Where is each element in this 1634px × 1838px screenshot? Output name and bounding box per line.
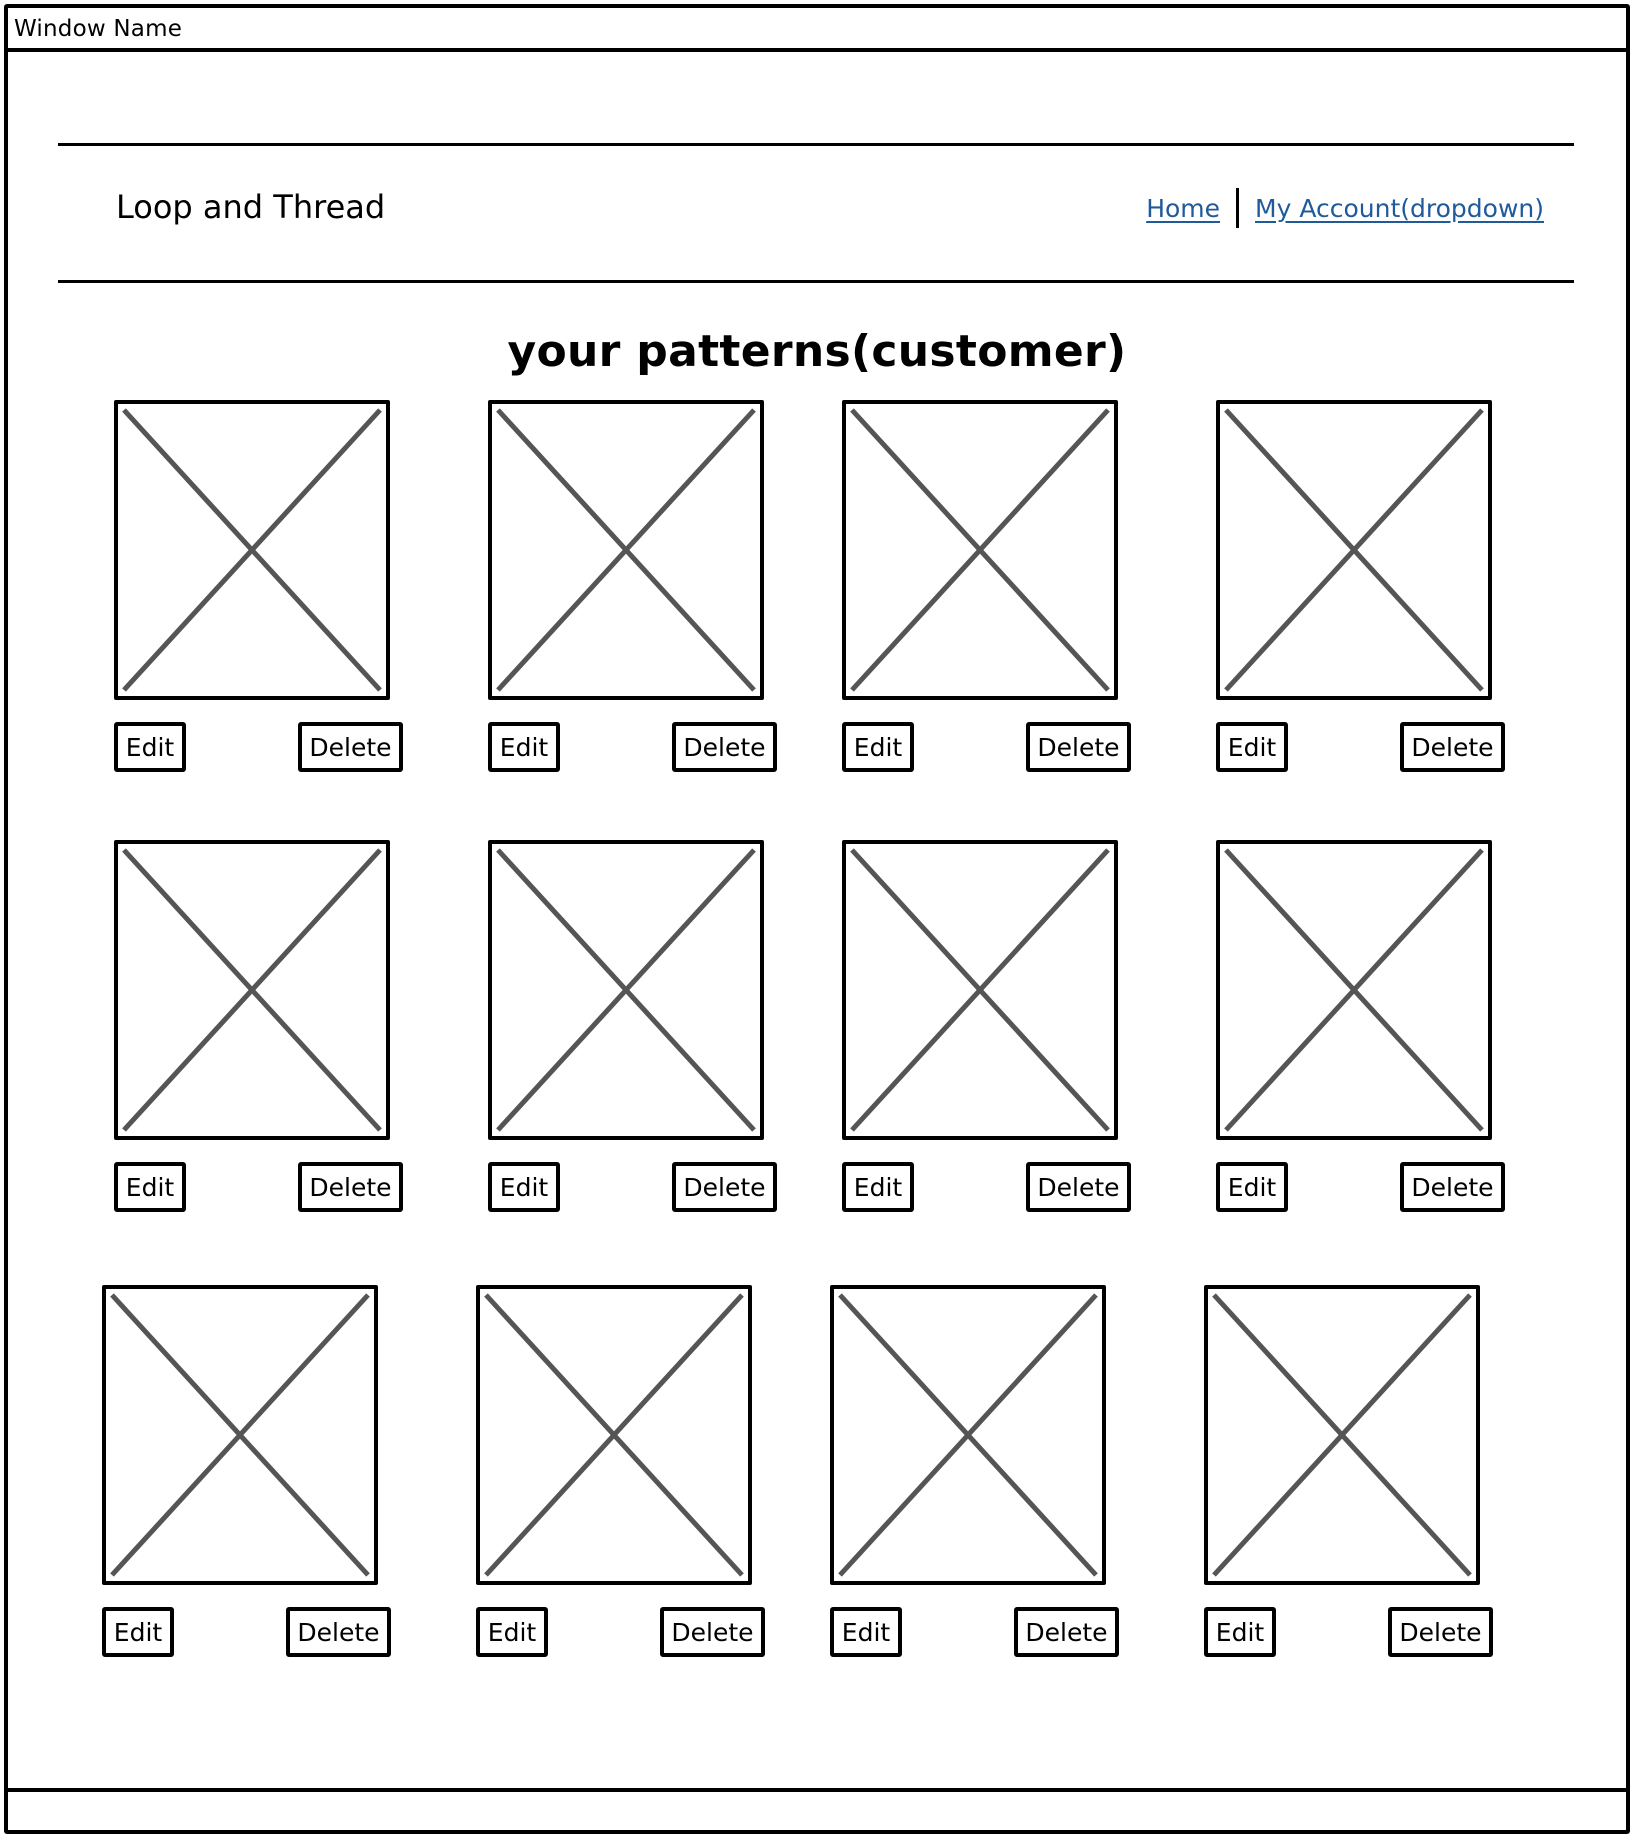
delete-button[interactable]: Delete: [1026, 722, 1131, 772]
nav-link-home[interactable]: Home: [1146, 193, 1221, 223]
pattern-card-10: Edit Delete: [476, 1285, 766, 1665]
pattern-card-7: Edit Delete: [842, 840, 1132, 1220]
image-placeholder-icon: [496, 848, 756, 1132]
image-placeholder-icon: [496, 408, 756, 692]
delete-button[interactable]: Delete: [672, 1162, 777, 1212]
image-placeholder-icon: [850, 848, 1110, 1132]
edit-button[interactable]: Edit: [488, 722, 560, 772]
edit-button[interactable]: Edit: [830, 1607, 902, 1657]
header-divider-bottom: [58, 280, 1574, 283]
image-placeholder-icon: [110, 1293, 370, 1577]
delete-button[interactable]: Delete: [1400, 1162, 1505, 1212]
edit-button[interactable]: Edit: [114, 722, 186, 772]
pattern-image-placeholder[interactable]: [488, 400, 764, 700]
delete-button[interactable]: Delete: [298, 722, 403, 772]
edit-button[interactable]: Edit: [114, 1162, 186, 1212]
pattern-card-3: Edit Delete: [842, 400, 1132, 780]
edit-button[interactable]: Edit: [1216, 722, 1288, 772]
edit-button[interactable]: Edit: [842, 722, 914, 772]
pattern-card-8: Edit Delete: [1216, 840, 1506, 1220]
pattern-image-placeholder[interactable]: [488, 840, 764, 1140]
pattern-image-placeholder[interactable]: [1204, 1285, 1480, 1585]
edit-button[interactable]: Edit: [488, 1162, 560, 1212]
nav-separator: [1236, 188, 1240, 228]
pattern-card-4: Edit Delete: [1216, 400, 1506, 780]
edit-button[interactable]: Edit: [842, 1162, 914, 1212]
brand-name: Loop and Thread: [116, 188, 386, 226]
main-nav: Home My Account(dropdown): [1146, 188, 1544, 228]
image-placeholder-icon: [838, 1293, 1098, 1577]
app-window: Window Name Loop and Thread Home My Acco…: [4, 4, 1630, 1834]
image-placeholder-icon: [850, 408, 1110, 692]
window-title: Window Name: [14, 16, 183, 42]
edit-button[interactable]: Edit: [1204, 1607, 1276, 1657]
pattern-card-6: Edit Delete: [488, 840, 778, 1220]
delete-button[interactable]: Delete: [286, 1607, 391, 1657]
image-placeholder-icon: [1212, 1293, 1472, 1577]
nav-link-my-account[interactable]: My Account(dropdown): [1255, 193, 1544, 223]
edit-button[interactable]: Edit: [1216, 1162, 1288, 1212]
pattern-image-placeholder[interactable]: [114, 840, 390, 1140]
delete-button[interactable]: Delete: [1014, 1607, 1119, 1657]
delete-button[interactable]: Delete: [298, 1162, 403, 1212]
pattern-image-placeholder[interactable]: [102, 1285, 378, 1585]
delete-button[interactable]: Delete: [672, 722, 777, 772]
edit-button[interactable]: Edit: [476, 1607, 548, 1657]
pattern-card-12: Edit Delete: [1204, 1285, 1494, 1665]
pattern-image-placeholder[interactable]: [830, 1285, 1106, 1585]
header-divider-top: [58, 143, 1574, 146]
edit-button[interactable]: Edit: [102, 1607, 174, 1657]
delete-button[interactable]: Delete: [1400, 722, 1505, 772]
title-bar: Window Name: [8, 8, 1626, 52]
pattern-card-2: Edit Delete: [488, 400, 778, 780]
page-title: your patterns(customer): [507, 326, 1127, 377]
delete-button[interactable]: Delete: [660, 1607, 765, 1657]
pattern-card-11: Edit Delete: [830, 1285, 1120, 1665]
pattern-card-9: Edit Delete: [102, 1285, 392, 1665]
pattern-image-placeholder[interactable]: [1216, 840, 1492, 1140]
pattern-image-placeholder[interactable]: [842, 840, 1118, 1140]
image-placeholder-icon: [1224, 408, 1484, 692]
pattern-card-5: Edit Delete: [114, 840, 404, 1220]
pattern-image-placeholder[interactable]: [476, 1285, 752, 1585]
image-placeholder-icon: [122, 848, 382, 1132]
delete-button[interactable]: Delete: [1026, 1162, 1131, 1212]
image-placeholder-icon: [484, 1293, 744, 1577]
image-placeholder-icon: [122, 408, 382, 692]
pattern-image-placeholder[interactable]: [114, 400, 390, 700]
image-placeholder-icon: [1224, 848, 1484, 1132]
pattern-card-1: Edit Delete: [114, 400, 404, 780]
pattern-image-placeholder[interactable]: [842, 400, 1118, 700]
pattern-image-placeholder[interactable]: [1216, 400, 1492, 700]
delete-button[interactable]: Delete: [1388, 1607, 1493, 1657]
status-bar: [8, 1788, 1626, 1830]
